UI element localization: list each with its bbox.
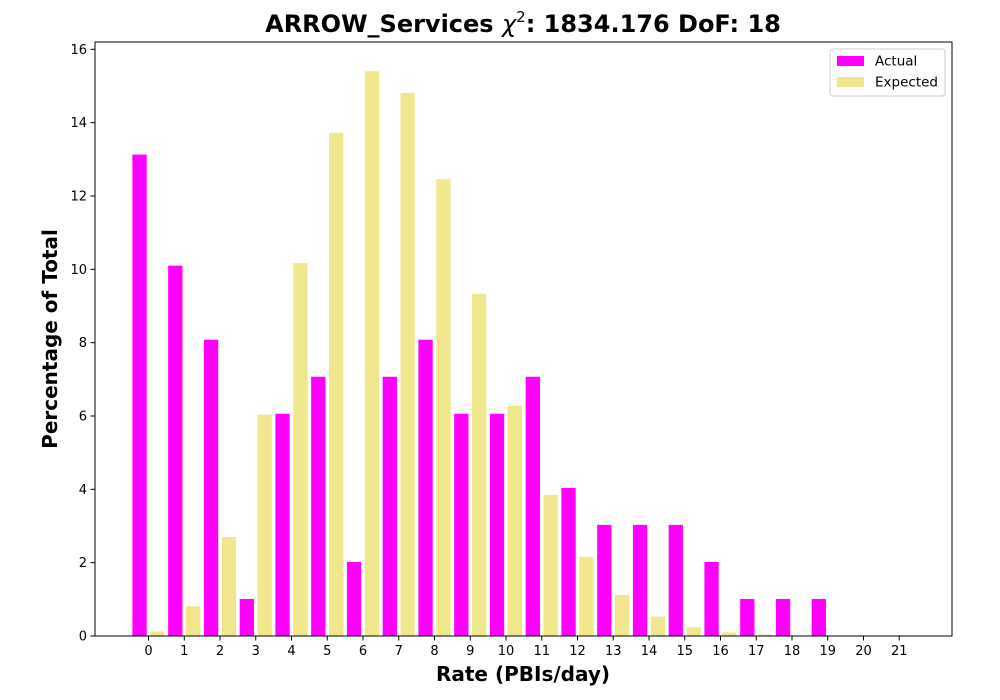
x-tick-label-5: 5 <box>323 644 331 659</box>
bar-actual-12 <box>561 487 576 636</box>
x-axis-label: Rate (PBIs/day) <box>436 662 610 686</box>
bar-expected-1 <box>186 606 201 636</box>
bar-expected-13 <box>615 594 630 636</box>
bar-actual-2 <box>203 339 219 636</box>
bar-actual-11 <box>525 376 540 636</box>
bar-actual-0 <box>132 154 147 636</box>
x-tick-label-3: 3 <box>252 644 260 659</box>
y-tick-label-12: 12 <box>70 190 87 205</box>
y-tick-label-10: 10 <box>70 263 87 278</box>
bar-expected-8 <box>436 179 451 636</box>
bar-actual-15 <box>668 524 683 636</box>
bar-actual-18 <box>775 598 791 636</box>
chart-title-rest: : 1834.176 DoF: 18 <box>526 10 781 38</box>
bar-actual-16 <box>704 561 719 636</box>
x-tick-label-15: 15 <box>676 644 693 659</box>
y-tick-label-16: 16 <box>70 43 87 58</box>
x-tick-label-1: 1 <box>180 644 188 659</box>
y-tick-label-2: 2 <box>79 556 87 571</box>
bar-expected-11 <box>543 494 558 636</box>
x-tick-label-8: 8 <box>430 644 438 659</box>
y-axis-label: Percentage of Total <box>38 229 62 449</box>
bar-expected-6 <box>364 71 380 636</box>
x-tick-label-13: 13 <box>605 644 622 659</box>
x-tick-label-19: 19 <box>819 644 836 659</box>
bar-expected-12 <box>579 556 594 636</box>
bar-expected-7 <box>400 92 415 637</box>
x-tick-label-6: 6 <box>359 644 367 659</box>
x-tick-label-0: 0 <box>144 644 152 659</box>
bar-expected-9 <box>472 293 487 636</box>
bar-actual-17 <box>740 598 755 636</box>
x-tick-label-10: 10 <box>498 644 515 659</box>
bar-actual-4 <box>275 413 290 636</box>
bar-expected-14 <box>650 616 666 636</box>
legend-swatch-actual <box>837 56 864 66</box>
bar-expected-5 <box>329 132 344 636</box>
bar-expected-2 <box>221 537 237 636</box>
bar-actual-19 <box>811 598 826 636</box>
bar-expected-15 <box>686 627 701 636</box>
x-tick-label-2: 2 <box>216 644 224 659</box>
bar-actual-14 <box>632 524 648 636</box>
bar-expected-0 <box>150 631 165 636</box>
chart-title-main: ARROW_Services <box>265 10 502 38</box>
x-tick-label-12: 12 <box>569 644 586 659</box>
y-tick-label-14: 14 <box>70 116 87 131</box>
legend-label-expected: Expected <box>875 75 938 91</box>
bar-actual-3 <box>239 598 254 636</box>
chart-title-chi-exponent: 2 <box>516 8 526 26</box>
bar-actual-1 <box>168 265 183 636</box>
legend-label-actual: Actual <box>875 54 917 70</box>
bar-actual-8 <box>418 339 433 636</box>
x-tick-label-20: 20 <box>855 644 872 659</box>
legend-swatch-expected <box>837 77 864 87</box>
bar-expected-4 <box>293 263 308 636</box>
x-tick-label-11: 11 <box>533 644 550 659</box>
x-tick-label-21: 21 <box>891 644 908 659</box>
bar-actual-10 <box>489 413 505 636</box>
x-tick-label-14: 14 <box>641 644 658 659</box>
bar-expected-16 <box>722 632 737 636</box>
bar-actual-7 <box>382 376 397 636</box>
bar-expected-10 <box>507 405 523 636</box>
x-tick-label-7: 7 <box>395 644 403 659</box>
axes-layer <box>94 41 953 637</box>
y-tick-label-8: 8 <box>79 336 87 351</box>
bar-actual-6 <box>346 561 362 636</box>
x-tick-label-17: 17 <box>748 644 765 659</box>
x-tick-label-9: 9 <box>466 644 474 659</box>
bar-actual-9 <box>454 413 469 636</box>
bar-expected-17 <box>758 634 773 636</box>
chart-title-chi-symbol: χ <box>500 10 517 38</box>
x-tick-label-4: 4 <box>287 644 295 659</box>
bar-expected-3 <box>257 414 272 636</box>
plot-frame <box>94 41 953 637</box>
bars-layer <box>132 71 916 637</box>
chart-title: ARROW_Services χ2: 1834.176 DoF: 18 <box>265 8 781 38</box>
y-tick-label-4: 4 <box>79 483 87 498</box>
legend: Actual Expected <box>829 48 946 97</box>
x-tick-label-16: 16 <box>712 644 729 659</box>
x-tick-label-18: 18 <box>784 644 801 659</box>
y-tick-label-6: 6 <box>79 410 87 425</box>
bar-actual-13 <box>597 524 612 636</box>
y-tick-label-0: 0 <box>79 630 87 645</box>
bar-actual-5 <box>311 376 326 636</box>
